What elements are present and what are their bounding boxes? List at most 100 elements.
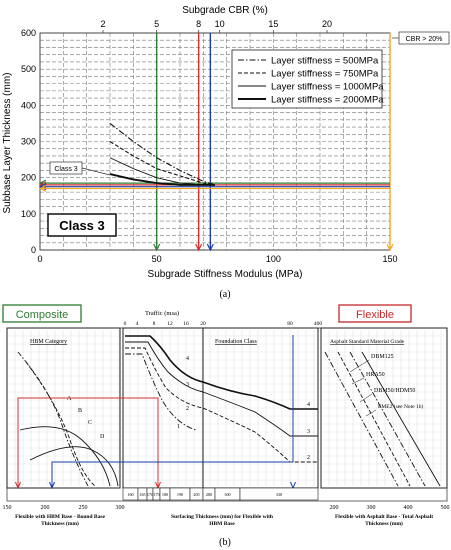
foundation-curve bbox=[125, 347, 318, 463]
right-tick-label: 200 bbox=[330, 505, 339, 511]
top-tick-label: 20 bbox=[322, 19, 332, 29]
right-tick-label: 400 bbox=[404, 505, 413, 511]
y-ticks-a: 0 100 200 300 400 500 600 bbox=[21, 28, 36, 255]
right-tick-label: 300 bbox=[367, 505, 376, 511]
surfacing-row: 160 165 170 175 180 190 205 280 300 330 bbox=[122, 487, 319, 501]
left-tick-label: 200 bbox=[41, 505, 50, 511]
top-axis-title: Subgrade CBR (%) bbox=[182, 5, 268, 16]
foundation-curve bbox=[125, 341, 318, 437]
foundation-curve-label: 4 bbox=[186, 356, 189, 362]
cbr-note: CBR > 20% bbox=[406, 36, 443, 43]
blue-design-path bbox=[51, 335, 294, 488]
curve-labels: ABC D 4 3 2 1 4 3 2 DBM125 HRA50 DBM50/HDM50 EME2 (s… bbox=[67, 354, 424, 461]
asphalt-label-leader bbox=[365, 409, 377, 417]
legend-a: Layer stiffness = 500MPa Layer stiffness … bbox=[231, 49, 384, 109]
traffic-tick-label: 12 bbox=[167, 321, 173, 327]
traffic-tick-label: 8 bbox=[153, 321, 156, 327]
surfacing-cell-value: 160 bbox=[127, 492, 133, 497]
surfacing-cell-value: 190 bbox=[177, 492, 183, 497]
surfacing-cell-value: 180 bbox=[162, 492, 168, 497]
traffic-tick-label: 16 bbox=[183, 321, 189, 327]
marker-arrowhead bbox=[206, 243, 214, 252]
traffic-label: Traffic (msa) bbox=[145, 310, 179, 317]
grid-b bbox=[7, 330, 447, 486]
caption-a: (a) bbox=[219, 289, 230, 300]
surfacing-cell-value: 300 bbox=[224, 492, 230, 497]
path-arrowhead bbox=[290, 481, 296, 490]
red-design-path bbox=[17, 397, 159, 488]
left-tick-label: 150 bbox=[3, 505, 12, 511]
top-tick-label: 10 bbox=[215, 19, 225, 29]
surfacing-cell-value: 175 bbox=[153, 492, 159, 497]
marker-arrowhead bbox=[386, 243, 394, 252]
x-tick-label: 50 bbox=[152, 254, 162, 264]
panel-b: Composite Flexible Traffic (msa) 0 4 8 12 16… bbox=[2, 304, 450, 548]
traffic-tick-label: 80 bbox=[287, 321, 293, 327]
surfacing-cell-value: 280 bbox=[206, 492, 212, 497]
asphalt-label-leader bbox=[349, 359, 370, 373]
flexible-label: Flexible bbox=[356, 309, 394, 321]
y-tick-label: 600 bbox=[21, 28, 36, 38]
path-arrowhead bbox=[15, 481, 21, 490]
legend-entries: Layer stiffness = 500MPa Layer stiffness … bbox=[238, 56, 384, 106]
hbm-curve-label: C bbox=[88, 420, 92, 426]
legend-label: Layer stiffness = 1000MPa bbox=[271, 82, 384, 93]
legend-label: Layer stiffness = 2000MPa bbox=[271, 95, 384, 106]
asphalt-grade-line bbox=[324, 351, 399, 487]
series-line bbox=[109, 122, 216, 186]
hbm-title: HBM Category bbox=[30, 339, 67, 345]
surfacing-cell-value: 205 bbox=[193, 492, 199, 497]
hbm-curve-label: B bbox=[78, 408, 82, 414]
asphalt-grade-label: HRA50 bbox=[366, 372, 385, 378]
top-tick-label: 8 bbox=[196, 19, 201, 29]
asphalt-frame bbox=[320, 327, 448, 489]
xlabel-right-b: Flexible with Asphalt Base - Total Aspha… bbox=[335, 514, 433, 527]
left-ticks: 150 200 250 300 bbox=[3, 505, 125, 511]
y-tick-label: 400 bbox=[21, 100, 36, 110]
asphalt-grade-label: EME2 (see Note 1b) bbox=[378, 403, 424, 410]
right-ticks: 200 300 400 500 bbox=[330, 505, 450, 511]
traffic-tick-label: 4 bbox=[136, 321, 139, 327]
left-tick-label: 250 bbox=[79, 505, 88, 511]
y-tick-label: 300 bbox=[21, 137, 36, 147]
marker-arrowhead bbox=[195, 243, 203, 252]
top-tick-label: 2 bbox=[100, 19, 105, 29]
legend-label: Layer stiffness = 750MPa bbox=[271, 69, 379, 80]
composite-box bbox=[2, 304, 82, 323]
hbm-curve bbox=[25, 361, 96, 487]
foundation-title: Foundation Class bbox=[215, 339, 258, 345]
asphalt-label-leader bbox=[351, 377, 365, 385]
series-line bbox=[109, 173, 215, 186]
y-tick-label: 500 bbox=[21, 64, 36, 74]
design-curves bbox=[17, 335, 441, 487]
top-tick-label: 5 bbox=[154, 19, 159, 29]
foundation-curve bbox=[125, 335, 318, 410]
foundation-right-label: 3 bbox=[307, 429, 310, 435]
asphalt-grade-label: DBM125 bbox=[371, 354, 394, 360]
traffic-tick-label: 20 bbox=[200, 321, 206, 327]
caption-b: (b) bbox=[219, 537, 231, 548]
asphalt-grade-label: DBM50/HDM50 bbox=[374, 388, 415, 394]
series-line bbox=[109, 141, 216, 186]
panel-a: Subgrade CBR (%) 0 50 100 150 0 100 200 300 400… bbox=[2, 5, 450, 300]
y-tick-label: 200 bbox=[21, 173, 36, 183]
foundation-right-label: 2 bbox=[307, 455, 310, 461]
class-small-leader bbox=[81, 167, 111, 176]
surfacing-cell-value: 165 bbox=[139, 492, 145, 497]
surfacing-cell-value: 170 bbox=[147, 492, 153, 497]
y-tick-label: 100 bbox=[21, 209, 36, 219]
path-arrowhead bbox=[49, 481, 55, 490]
x-tick-label: 150 bbox=[382, 254, 397, 264]
x-tick-label: 0 bbox=[37, 254, 42, 264]
hbm-curve bbox=[17, 351, 89, 487]
legend-label: Layer stiffness = 500MPa bbox=[271, 56, 379, 67]
surfacing-cell bbox=[239, 487, 319, 501]
hbm-curve bbox=[19, 426, 111, 487]
hbm-curve-label: D bbox=[100, 434, 105, 440]
x-tick-label: 100 bbox=[266, 254, 281, 264]
class-small-label: Class 3 bbox=[54, 166, 77, 173]
marker-arrowhead bbox=[38, 185, 47, 193]
foundation-right-label: 4 bbox=[307, 402, 310, 408]
hbm-curve-label: A bbox=[67, 396, 72, 402]
top-ticks-a: 2 5 8 10 15 20 bbox=[100, 19, 332, 33]
